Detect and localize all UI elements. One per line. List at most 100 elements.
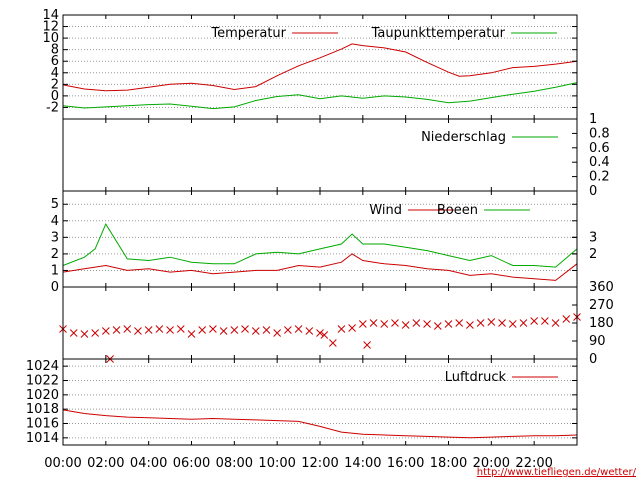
scatter-point: [433, 322, 442, 330]
y-tick-label-right: 90: [589, 334, 606, 349]
scatter-point: [144, 326, 153, 334]
legend-label: Boeen: [437, 203, 478, 218]
panel-frame: [62, 358, 578, 446]
legend-label: Luftdruck: [445, 370, 507, 385]
y-tick-label: 3: [51, 230, 59, 245]
y-tick-label-right: 0.8: [589, 126, 610, 141]
scatter-point: [273, 329, 282, 337]
y-tick-label: 1018: [26, 402, 59, 417]
scatter-point: [241, 325, 249, 333]
x-tick-label: 10:00: [258, 456, 295, 471]
y-tick-label: 6: [51, 54, 59, 69]
y-tick-label: 1022: [26, 374, 59, 389]
y-tick-label-right: 270: [589, 298, 614, 313]
y-tick-label-right: 0.2: [589, 170, 610, 185]
y-tick-label: -2: [46, 100, 59, 115]
scatter-point: [562, 315, 571, 323]
legend-label: Taupunkttemperatur: [371, 26, 506, 41]
x-tick-label: 00:00: [44, 456, 81, 471]
scatter-point: [123, 325, 132, 333]
scatter-point: [508, 320, 517, 328]
scatter-point: [363, 341, 371, 349]
scatter-point: [305, 327, 314, 335]
scatter-point: [91, 329, 99, 337]
legend-label: Niederschlag: [421, 130, 506, 145]
scatter-point: [476, 319, 485, 327]
scatter-point: [134, 327, 142, 335]
panel-frame: [62, 286, 578, 360]
scatter-point: [466, 321, 474, 329]
y-tick-label: 12: [42, 20, 59, 35]
x-tick-label: 06:00: [173, 456, 210, 471]
y-tick-label: 1016: [26, 417, 59, 432]
series-line: [62, 223, 578, 268]
scatter-point: [69, 329, 78, 337]
y-tick-label: 1024: [26, 359, 59, 374]
scatter-point: [316, 329, 324, 337]
y-tick-label-right: 2: [589, 247, 597, 262]
scatter-point: [444, 320, 453, 328]
scatter-point: [455, 319, 464, 327]
y-tick-label: 1014: [26, 431, 59, 446]
y-tick-label-right: 0.6: [589, 141, 610, 156]
scatter-point: [209, 325, 217, 333]
scatter-point: [541, 317, 549, 325]
legend-label: Wind: [369, 203, 402, 218]
scatter-point: [358, 320, 367, 328]
series-line: [62, 253, 578, 281]
scatter-point: [112, 326, 121, 334]
scatter-point: [401, 321, 410, 329]
y-tick-label: 8: [51, 43, 59, 58]
y-tick-label-right: 360: [589, 280, 614, 295]
scatter-point: [251, 327, 260, 335]
y-tick-label: 5: [51, 197, 59, 212]
x-tick-label: 16:00: [387, 456, 424, 471]
y-tick-label: 4: [51, 66, 59, 81]
y-tick-label: 1: [51, 263, 59, 278]
scatter-point: [294, 325, 303, 333]
scatter-point: [348, 324, 356, 332]
y-tick-label-right: 1: [589, 112, 597, 127]
x-tick-label: 22:00: [515, 456, 552, 471]
scatter-point: [423, 320, 431, 328]
scatter-point: [337, 325, 346, 333]
scatter-point: [487, 318, 496, 326]
series-line: [62, 43, 578, 92]
series-line: [62, 82, 578, 110]
x-tick-label: 02:00: [87, 456, 124, 471]
y-tick-label: 2: [51, 247, 59, 262]
frame-layer: [62, 14, 578, 446]
y-tick-label-right: 180: [589, 316, 614, 331]
scatter-point: [230, 326, 239, 334]
scatter-point: [155, 325, 164, 333]
y-tick-label-right: 0: [589, 184, 597, 199]
y-tick-label: 2: [51, 77, 59, 92]
series-line: [62, 409, 578, 439]
scatter-point: [284, 326, 292, 334]
y-tick-label: 1020: [26, 388, 59, 403]
scatter-point: [498, 319, 506, 327]
y-tick-label-right: 0: [589, 352, 597, 367]
scatter-point: [519, 319, 528, 327]
scatter-point: [551, 319, 560, 327]
y-tick-label: 0: [51, 89, 59, 104]
y-tick-label-right: 0.4: [589, 155, 610, 170]
x-tick-label: 08:00: [216, 456, 253, 471]
scatter-point: [391, 319, 399, 327]
x-tick-label: 12:00: [301, 456, 338, 471]
scatter-point: [176, 325, 185, 333]
x-tick-label: 14:00: [344, 456, 381, 471]
scatter-point: [320, 331, 329, 339]
scatter-point: [166, 326, 174, 334]
scatter-point: [80, 330, 89, 338]
y-tick-label: 14: [42, 8, 59, 23]
credit-link[interactable]: http://www.tiefliegen.de/wetter/: [477, 467, 637, 478]
x-tick-label: 04:00: [130, 456, 167, 471]
x-tick-label: 18:00: [430, 456, 467, 471]
y-tick-label: 10: [42, 31, 59, 46]
scatter-point: [412, 319, 421, 327]
x-tick-label: 20:00: [473, 456, 510, 471]
legend-label: Temperatur: [210, 26, 286, 41]
